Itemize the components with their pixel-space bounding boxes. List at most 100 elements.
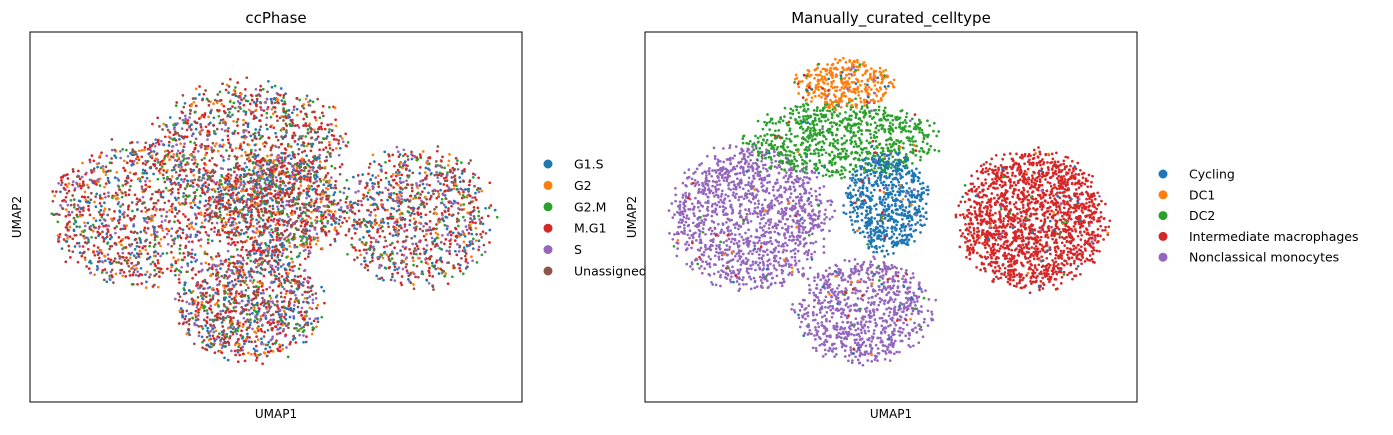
scatter-point xyxy=(466,211,469,215)
scatter-point xyxy=(294,341,298,344)
scatter-point xyxy=(154,138,157,141)
scatter-point xyxy=(471,196,474,200)
scatter-point xyxy=(271,207,275,211)
scatter-point xyxy=(308,177,312,180)
scatter-point xyxy=(354,191,358,194)
scatter-point xyxy=(255,265,258,269)
scatter-point xyxy=(166,128,170,132)
scatter-point xyxy=(241,240,244,244)
scatter-point xyxy=(86,221,90,225)
scatter-point xyxy=(375,191,379,195)
scatter-point xyxy=(206,138,209,141)
scatter-point xyxy=(397,155,401,159)
scatter-point xyxy=(479,220,483,224)
scatter-point xyxy=(408,219,412,222)
scatter-point xyxy=(355,227,359,231)
scatter-point xyxy=(169,180,172,184)
scatter-point xyxy=(258,281,262,285)
scatter-point xyxy=(202,167,206,170)
scatter-point xyxy=(269,239,272,242)
scatter-point xyxy=(173,168,176,171)
scatter-point xyxy=(145,257,149,261)
scatter-point xyxy=(338,146,342,150)
scatter-point xyxy=(425,232,428,236)
scatter-point xyxy=(144,231,148,235)
scatter-point xyxy=(398,165,402,169)
scatter-point xyxy=(163,235,166,239)
scatter-point xyxy=(186,118,190,122)
scatter-point xyxy=(216,304,220,307)
scatter-point xyxy=(459,203,463,207)
scatter-point xyxy=(244,276,248,279)
scatter-point xyxy=(217,332,221,336)
scatter-point xyxy=(469,211,473,214)
scatter-point xyxy=(203,309,206,313)
scatter-point xyxy=(281,343,285,347)
scatter-point xyxy=(173,130,177,133)
scatter-point xyxy=(261,163,265,167)
scatter-point xyxy=(180,165,183,169)
scatter-point xyxy=(456,201,460,205)
scatter-point xyxy=(180,265,184,269)
scatter-point xyxy=(451,202,455,206)
scatter-point xyxy=(270,256,274,260)
scatter-point xyxy=(199,122,202,126)
scatter-point xyxy=(390,206,394,210)
scatter-point xyxy=(291,269,295,273)
scatter-point xyxy=(200,303,204,307)
scatter-point xyxy=(474,191,477,195)
scatter-point xyxy=(197,270,201,274)
scatter-point xyxy=(347,229,351,233)
scatter-point xyxy=(449,233,453,237)
scatter-point xyxy=(463,250,467,253)
scatter-point xyxy=(161,128,164,131)
scatter-point xyxy=(403,229,406,233)
scatter-point xyxy=(190,255,193,259)
scatter-point xyxy=(281,169,285,173)
scatter-point xyxy=(296,299,300,303)
scatter-point xyxy=(256,204,260,208)
scatter-point xyxy=(109,258,113,262)
scatter-point xyxy=(302,300,305,304)
scatter-point xyxy=(319,166,323,170)
scatter-point xyxy=(424,238,428,242)
scatter-point xyxy=(257,310,261,313)
scatter-point xyxy=(266,299,270,303)
scatter-point xyxy=(433,207,436,211)
scatter-point xyxy=(357,199,360,203)
scatter-point xyxy=(354,248,358,252)
scatter-point xyxy=(177,201,181,205)
scatter-point xyxy=(241,263,245,266)
scatter-point xyxy=(128,171,132,174)
scatter-point xyxy=(253,236,257,239)
scatter-point xyxy=(269,313,273,317)
scatter-point xyxy=(238,321,242,325)
scatter-point xyxy=(331,148,335,152)
scatter-point xyxy=(318,160,322,163)
scatter-point xyxy=(165,215,168,218)
scatter-point xyxy=(287,261,291,265)
scatter-point xyxy=(396,271,400,275)
scatter-point xyxy=(267,136,270,140)
scatter-point xyxy=(253,320,256,323)
scatter-point xyxy=(145,171,149,175)
scatter-point xyxy=(126,207,130,211)
scatter-point xyxy=(97,161,101,165)
scatter-point xyxy=(175,101,179,104)
scatter-point xyxy=(276,205,279,209)
scatter-point xyxy=(152,172,155,176)
scatter-point xyxy=(261,142,265,145)
scatter-point xyxy=(209,211,213,215)
scatter-point xyxy=(298,135,302,138)
scatter-point xyxy=(67,244,71,248)
scatter-point xyxy=(226,114,229,118)
scatter-point xyxy=(153,225,157,229)
scatter-point xyxy=(411,259,415,263)
scatter-point xyxy=(226,138,230,142)
scatter-point xyxy=(383,235,387,239)
scatter-point xyxy=(169,136,172,140)
scatter-point xyxy=(225,213,229,216)
scatter-point xyxy=(297,197,301,201)
scatter-point xyxy=(328,143,331,147)
scatter-point xyxy=(203,252,207,256)
